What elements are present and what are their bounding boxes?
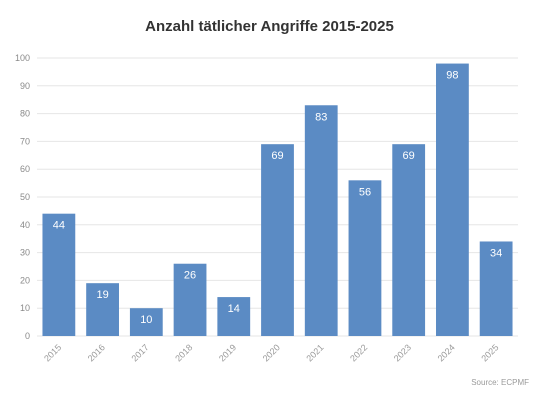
bar — [217, 297, 251, 336]
x-axis-ticks: 2015 2016 2017 2018 2019 2020 2021 2022 2023 2024… — [42, 342, 501, 363]
bar — [129, 308, 163, 336]
y-tick-label: 30 — [20, 248, 30, 258]
bar-value-label: 44 — [53, 220, 65, 232]
y-tick-label: 60 — [20, 164, 30, 174]
bar — [173, 263, 207, 336]
x-tick-label: 2023 — [392, 342, 413, 363]
x-tick-label: 2021 — [304, 342, 325, 363]
y-tick-label: 40 — [20, 220, 30, 230]
x-tick-label: 2020 — [261, 342, 282, 363]
x-tick-label: 2015 — [42, 342, 63, 363]
y-tick-label: 0 — [25, 331, 30, 341]
x-tick-label: 2024 — [436, 342, 457, 363]
bar — [392, 144, 426, 336]
x-tick-label: 2018 — [173, 342, 194, 363]
bar-value-label: 98 — [446, 70, 458, 82]
y-tick-label: 50 — [20, 192, 30, 202]
bar-value-label: 34 — [490, 247, 502, 259]
bar-value-label: 14 — [228, 303, 240, 315]
bar-value-labels: 44 19 10 26 14 69 83 56 69 98 34 — [53, 70, 503, 327]
x-tick-label: 2019 — [217, 342, 238, 363]
y-tick-label: 100 — [15, 53, 30, 63]
bar-value-label: 69 — [403, 150, 415, 162]
chart-title: Anzahl tätlicher Angriffe 2015-2025 — [145, 18, 394, 35]
x-tick-label: 2017 — [129, 342, 150, 363]
bar — [479, 241, 513, 336]
bar — [348, 180, 382, 336]
x-tick-label: 2025 — [479, 342, 500, 363]
bar — [86, 283, 119, 336]
bar-value-label: 56 — [359, 186, 371, 198]
y-tick-label: 80 — [20, 109, 30, 119]
x-tick-label: 2016 — [86, 342, 107, 363]
y-axis-ticks: 0 10 20 30 40 50 60 70 80 90 100 — [15, 53, 30, 341]
y-tick-label: 10 — [20, 303, 30, 313]
y-tick-label: 20 — [20, 275, 30, 285]
bar-value-label: 10 — [140, 314, 152, 326]
bar-value-label: 19 — [96, 289, 108, 301]
bar — [436, 63, 469, 337]
bar — [42, 213, 76, 336]
bar-value-label: 83 — [315, 111, 327, 123]
source-note: Source: ECPMF — [471, 378, 529, 387]
bar-value-label: 26 — [184, 270, 196, 282]
bar-value-label: 69 — [271, 150, 283, 162]
y-tick-label: 90 — [20, 81, 30, 91]
y-tick-label: 70 — [20, 136, 30, 146]
bar — [304, 105, 338, 336]
bars — [42, 63, 513, 337]
bar — [261, 144, 294, 336]
x-tick-label: 2022 — [348, 342, 369, 363]
